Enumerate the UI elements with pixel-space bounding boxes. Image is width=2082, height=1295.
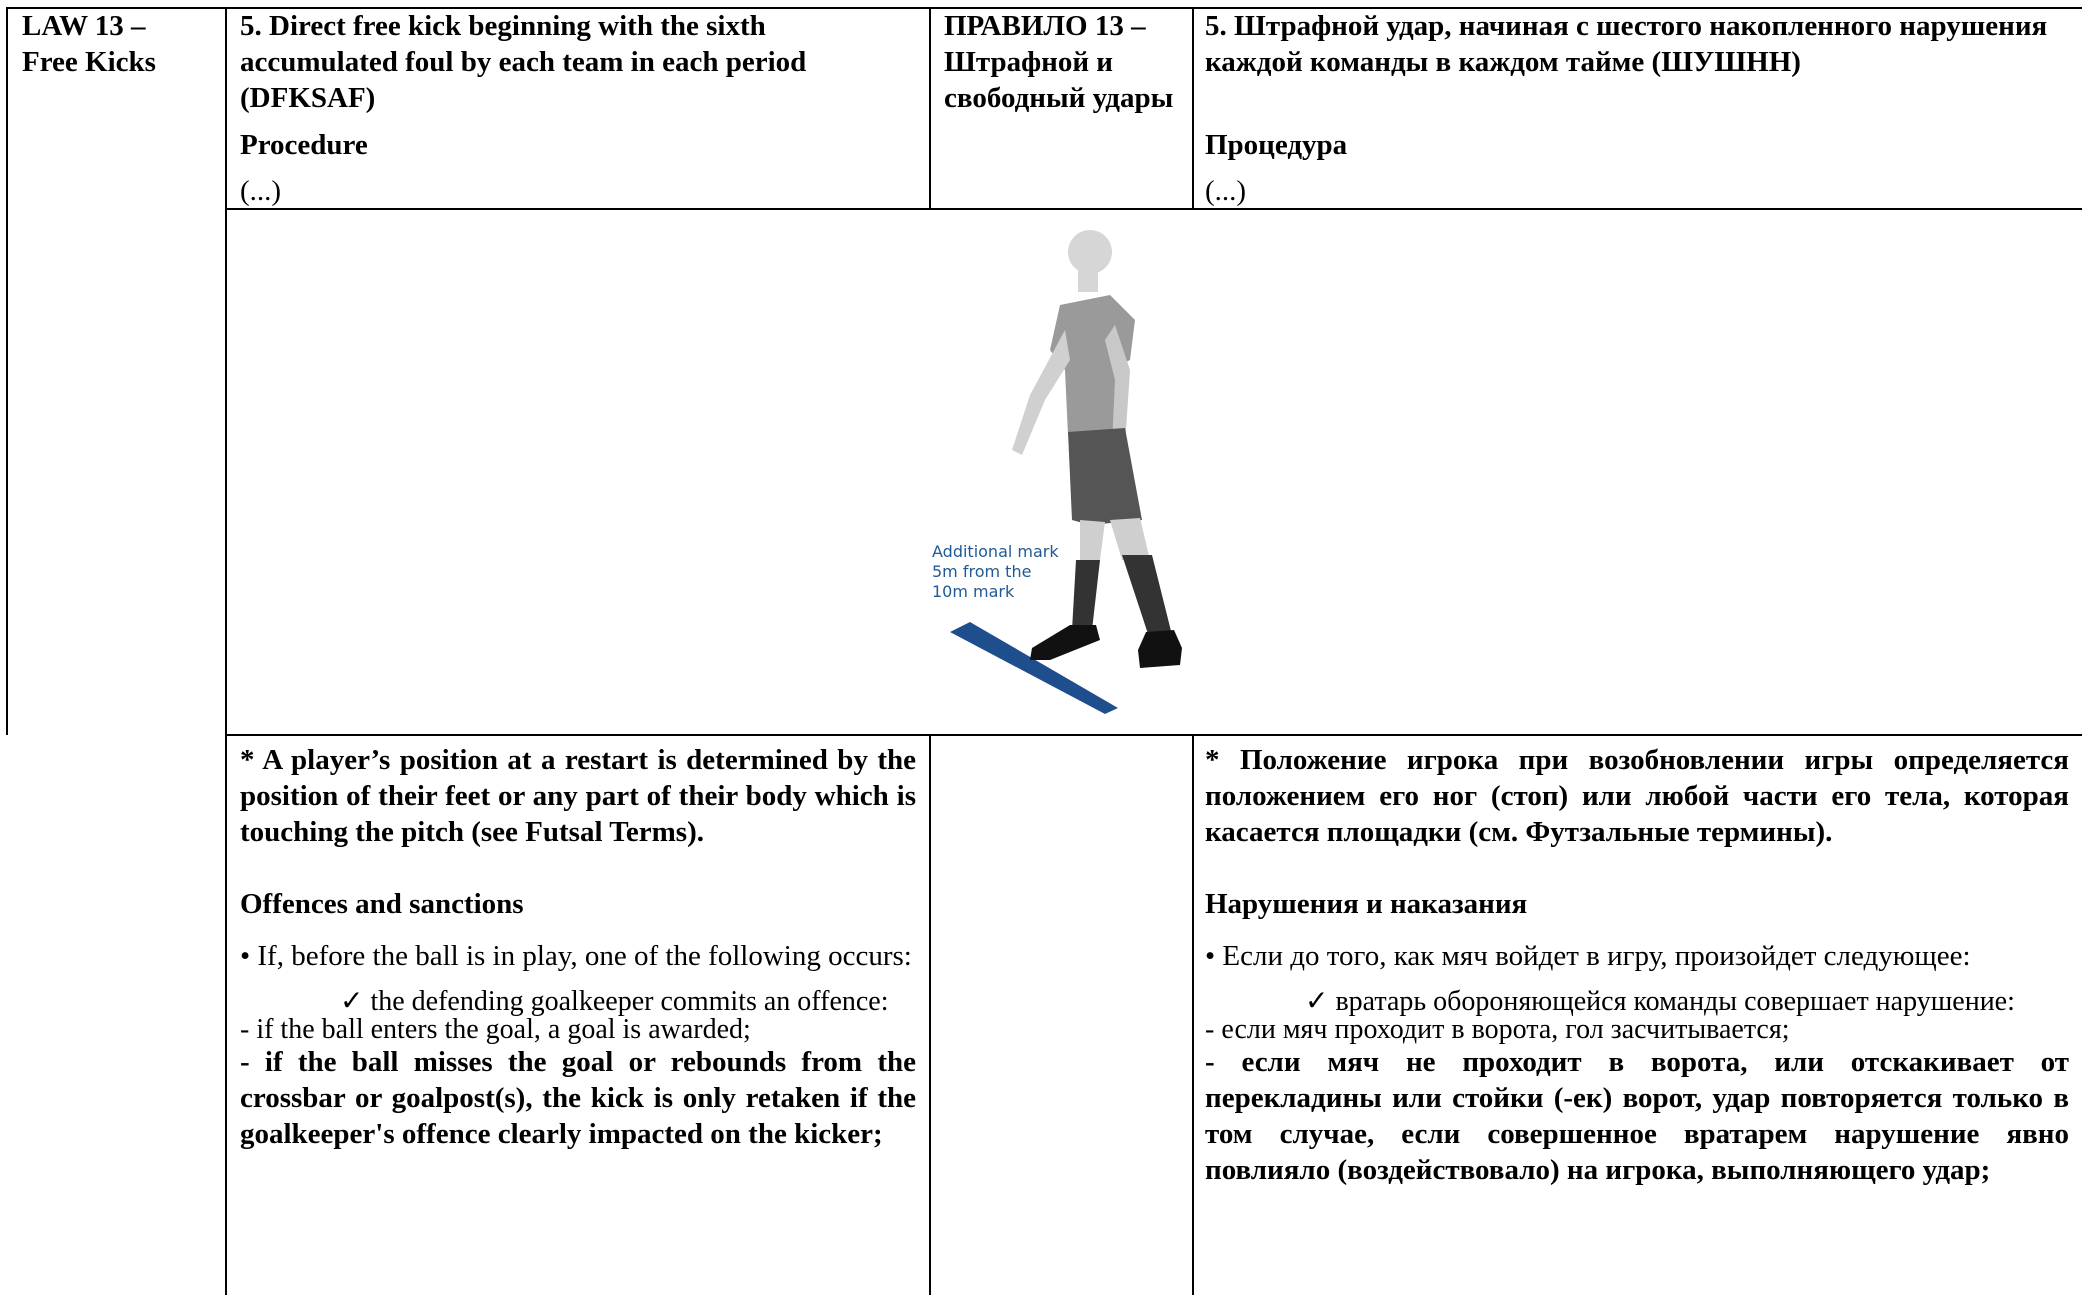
procedure-en: Procedure [240, 129, 368, 161]
ellipsis-ru: (...) [1205, 175, 1247, 207]
paragraph: * A player’s position at a restart is de… [240, 744, 916, 848]
border [1192, 734, 1194, 1295]
paragraph: Offences and sanctions [240, 888, 524, 920]
border [929, 734, 931, 1295]
figure-caption: Additional mark 5m from the 10m mark [932, 542, 1059, 602]
paragraph: ✓ the defending goalkeeper commits an of… [340, 986, 889, 1017]
caption-line: 10m mark [932, 582, 1015, 601]
heading-en: 5. Direct free kick beginning with the s… [240, 10, 807, 114]
law-ru: ПРАВИЛО 13 – Штрафной и свободный удары [944, 10, 1174, 114]
border [225, 734, 2082, 736]
border [6, 7, 8, 735]
border [6, 7, 2082, 9]
law-en: LAW 13 – Free Kicks [22, 10, 156, 78]
paragraph: - если мяч не проходит в ворота, или отс… [1205, 1046, 2069, 1186]
paragraph: • If, before the ball is in play, one of… [240, 940, 912, 972]
paragraph: - если мяч проходит в ворота, гол засчит… [1205, 1014, 1790, 1045]
procedure-ru: Процедура [1205, 129, 1348, 161]
paragraph: ✓ вратарь обороняющейся команды совершае… [1305, 986, 2015, 1017]
paragraph: • Если до того, как мяч войдет в игру, п… [1205, 940, 1971, 972]
border [225, 208, 2082, 210]
body-ru: * Положение игрока при возобновлении игр… [1205, 742, 2069, 1188]
caption-line: Additional mark [932, 542, 1059, 561]
paragraph: Нарушения и наказания [1205, 888, 1528, 920]
paragraph: - if the ball misses the goal or rebound… [240, 1046, 916, 1150]
paragraph: * Положение игрока при возобновлении игр… [1205, 744, 2069, 848]
player-figure [950, 230, 1182, 714]
ellipsis-en: (...) [240, 175, 282, 207]
caption-line: 5m from the [932, 562, 1032, 581]
border [1192, 7, 1194, 209]
paragraph: - if the ball enters the goal, a goal is… [240, 1014, 751, 1045]
heading-ru: 5. Штрафной удар, начиная с шестого нако… [1205, 10, 2048, 78]
border [225, 7, 227, 1295]
body-en: * A player’s position at a restart is de… [240, 742, 916, 1152]
border [929, 7, 931, 209]
